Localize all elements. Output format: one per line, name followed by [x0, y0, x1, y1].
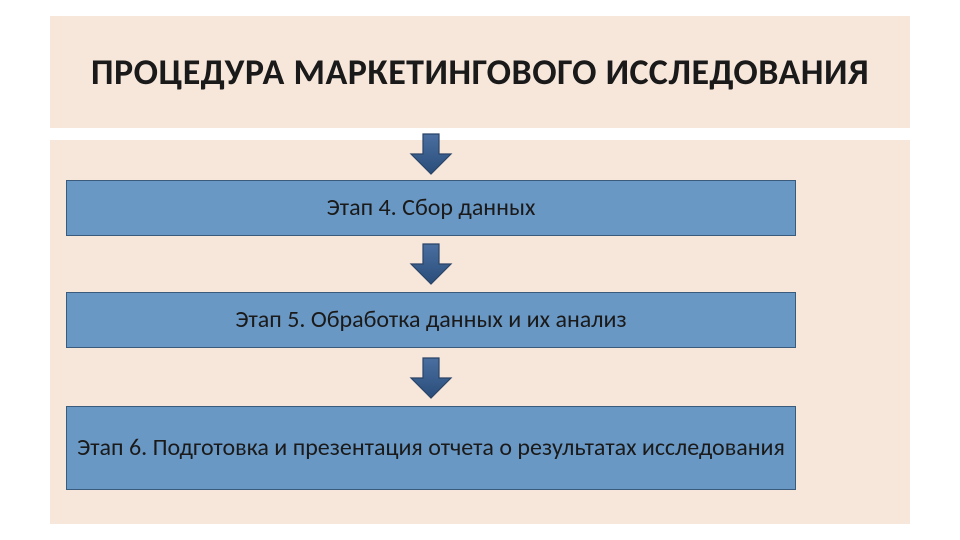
stage-6: Этап 6. Подготовка и презентация отчета … [66, 406, 796, 490]
stage-4: Этап 4. Сбор данных [66, 180, 796, 236]
arrow-3-icon [409, 356, 453, 400]
arrow-1-icon [409, 132, 453, 176]
page-title: ПРОЦЕДУРА МАРКЕТИНГОВОГО ИССЛЕДОВАНИЯ [91, 53, 869, 92]
stage-5: Этап 5. Обработка данных и их анализ [66, 292, 796, 348]
title-band: ПРОЦЕДУРА МАРКЕТИНГОВОГО ИССЛЕДОВАНИЯ [50, 16, 910, 128]
arrow-2-icon [409, 242, 453, 286]
